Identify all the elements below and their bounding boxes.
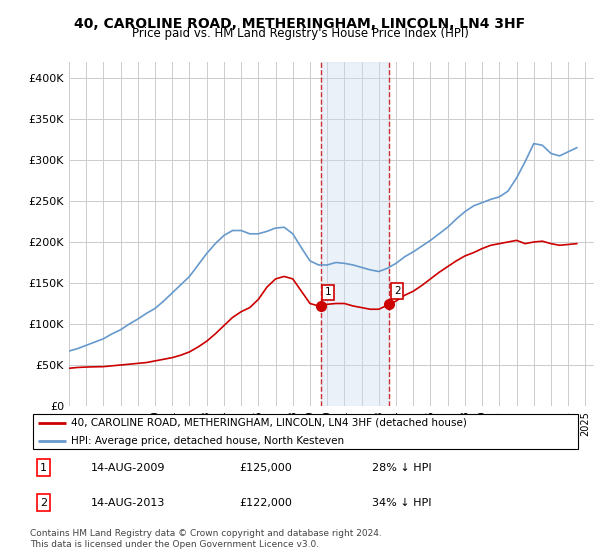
Text: £122,000: £122,000: [240, 498, 293, 507]
Text: Contains HM Land Registry data © Crown copyright and database right 2024.
This d: Contains HM Land Registry data © Crown c…: [30, 529, 382, 549]
FancyBboxPatch shape: [33, 413, 578, 449]
Text: £125,000: £125,000: [240, 463, 293, 473]
Text: 40, CAROLINE ROAD, METHERINGHAM, LINCOLN, LN4 3HF (detached house): 40, CAROLINE ROAD, METHERINGHAM, LINCOLN…: [71, 418, 467, 428]
Text: HPI: Average price, detached house, North Kesteven: HPI: Average price, detached house, Nort…: [71, 436, 344, 446]
Text: 14-AUG-2013: 14-AUG-2013: [91, 498, 165, 507]
Text: 34% ↓ HPI: 34% ↓ HPI: [372, 498, 432, 507]
Text: Price paid vs. HM Land Registry's House Price Index (HPI): Price paid vs. HM Land Registry's House …: [131, 27, 469, 40]
Text: 14-AUG-2009: 14-AUG-2009: [91, 463, 165, 473]
Text: 1: 1: [40, 463, 47, 473]
Text: 2: 2: [394, 286, 400, 296]
Text: 40, CAROLINE ROAD, METHERINGHAM, LINCOLN, LN4 3HF: 40, CAROLINE ROAD, METHERINGHAM, LINCOLN…: [74, 17, 526, 31]
Bar: [320, 62, 389, 406]
Text: 1: 1: [325, 287, 332, 297]
Text: 2: 2: [40, 498, 47, 507]
Text: 28% ↓ HPI: 28% ↓ HPI: [372, 463, 432, 473]
